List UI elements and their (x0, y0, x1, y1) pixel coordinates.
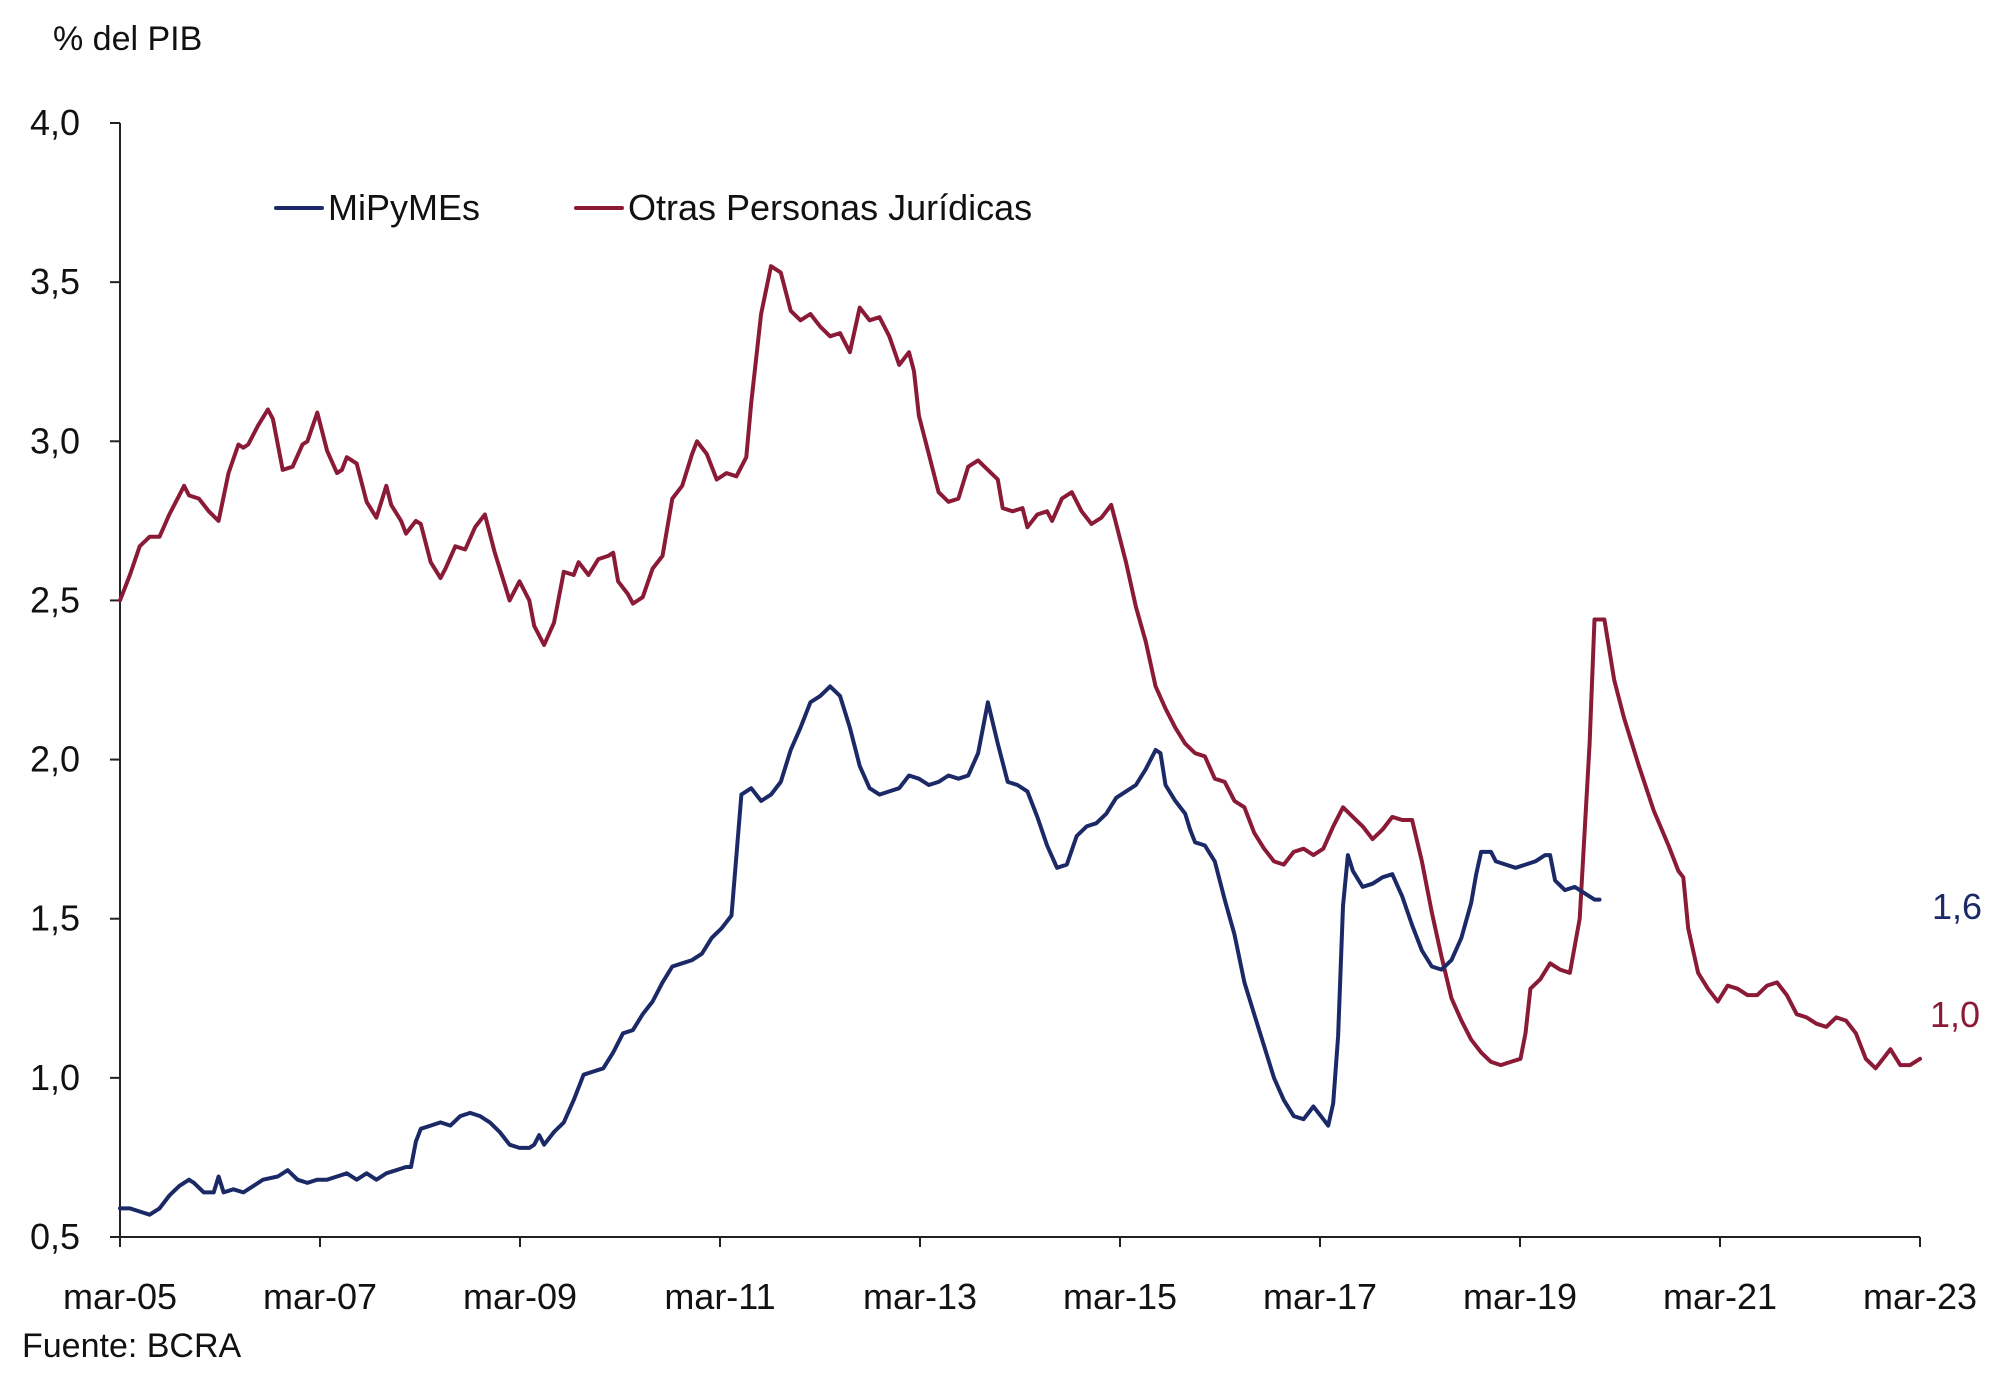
x-tick-label: mar-11 (664, 1276, 775, 1317)
series-line-mipymes (118, 684, 1602, 1217)
y-tick-label: 2,0 (30, 739, 80, 780)
y-tick-label: 1,0 (30, 1057, 80, 1098)
x-tick-label: mar-13 (863, 1276, 977, 1317)
x-tick-label: mar-15 (1063, 1276, 1177, 1317)
end-label-otras: 1,0 (1930, 994, 1980, 1035)
legend: MiPyMEs Otras Personas Jurídicas (274, 187, 1032, 228)
y-tick-label: 2,5 (30, 579, 80, 620)
x-tick-label: mar-09 (463, 1276, 577, 1317)
y-axis-label: % del PIB (53, 20, 202, 58)
legend-label-mipymes: MiPyMEs (328, 187, 480, 228)
x-tick-label: mar-07 (263, 1276, 377, 1317)
y-axis-ticks: 0,5 1,0 1,5 2,0 2,5 3,0 3,5 4,0 (30, 102, 120, 1257)
legend-label-otras: Otras Personas Jurídicas (628, 187, 1032, 228)
y-tick-label: 0,5 (30, 1216, 80, 1257)
x-tick-label: mar-19 (1463, 1276, 1577, 1317)
x-tick-label: mar-21 (1663, 1276, 1777, 1317)
y-tick-label: 1,5 (30, 898, 80, 939)
x-tick-label: mar-17 (1263, 1276, 1377, 1317)
x-tick-label: mar-05 (63, 1276, 177, 1317)
x-axis-ticks: mar-05 mar-07 mar-09 mar-11 mar-13 mar-15 mar-… (63, 1237, 1977, 1317)
y-tick-label: 3,0 (30, 420, 80, 461)
y-tick-label: 3,5 (30, 261, 80, 302)
series-group (118, 264, 1922, 1217)
source-note: Fuente: BCRA (22, 1327, 242, 1365)
y-tick-label: 4,0 (30, 102, 80, 143)
series-line-otras (118, 264, 1922, 1071)
end-label-mipymes: 1,6 (1932, 886, 1982, 927)
x-tick-label: mar-23 (1863, 1276, 1977, 1317)
